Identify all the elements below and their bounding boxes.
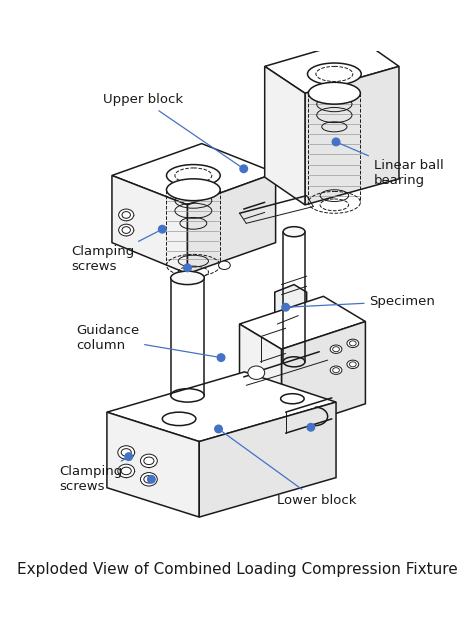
Polygon shape (264, 39, 399, 93)
Text: Upper block: Upper block (103, 93, 241, 167)
Text: Exploded View of Combined Loading Compression Fixture: Exploded View of Combined Loading Compre… (17, 561, 457, 577)
Polygon shape (239, 324, 282, 431)
Circle shape (125, 453, 133, 461)
Text: Clamping
screws: Clamping screws (72, 230, 160, 274)
Circle shape (215, 425, 222, 433)
Polygon shape (112, 144, 275, 205)
Circle shape (307, 424, 315, 431)
Polygon shape (107, 412, 199, 517)
Text: Lower block: Lower block (221, 431, 357, 507)
Polygon shape (282, 322, 365, 431)
Text: Guidance
column: Guidance column (76, 324, 219, 357)
Ellipse shape (281, 394, 304, 404)
Ellipse shape (140, 454, 157, 468)
Ellipse shape (308, 63, 361, 85)
Polygon shape (188, 173, 275, 274)
Ellipse shape (347, 339, 359, 348)
Circle shape (332, 138, 340, 145)
Ellipse shape (347, 360, 359, 369)
Circle shape (240, 165, 247, 172)
Circle shape (282, 304, 290, 311)
Polygon shape (305, 66, 399, 205)
Ellipse shape (118, 464, 135, 478)
Polygon shape (264, 66, 305, 205)
Circle shape (147, 475, 155, 483)
Text: Linear ball
bearing: Linear ball bearing (338, 143, 444, 187)
Polygon shape (112, 175, 188, 274)
Polygon shape (239, 296, 365, 349)
Polygon shape (199, 402, 336, 517)
Ellipse shape (118, 446, 135, 459)
Ellipse shape (283, 226, 305, 237)
Circle shape (217, 354, 225, 361)
Ellipse shape (118, 224, 134, 236)
Ellipse shape (219, 261, 230, 269)
Ellipse shape (330, 345, 342, 353)
Ellipse shape (140, 473, 157, 486)
Ellipse shape (166, 165, 220, 186)
Ellipse shape (166, 179, 220, 201)
Text: Specimen: Specimen (289, 295, 436, 308)
Circle shape (184, 264, 191, 272)
Ellipse shape (171, 271, 204, 285)
Ellipse shape (162, 412, 196, 426)
Ellipse shape (118, 209, 134, 221)
Polygon shape (275, 285, 307, 396)
Ellipse shape (309, 82, 360, 104)
Polygon shape (107, 372, 336, 441)
Text: Clamping
screws: Clamping screws (59, 458, 127, 493)
Ellipse shape (330, 366, 342, 375)
Circle shape (158, 225, 166, 233)
Ellipse shape (248, 366, 264, 380)
